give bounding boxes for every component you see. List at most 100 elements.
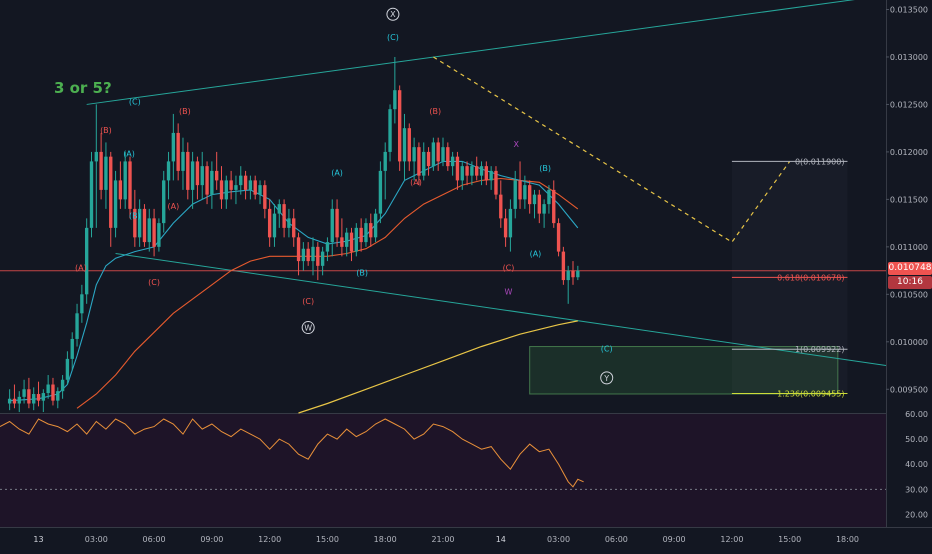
candle-body [335,208,339,238]
candle-bullish [239,166,243,195]
trendline-1 [86,0,855,105]
wave-label-20: (C) [601,344,613,353]
candle-body [373,213,378,238]
candle-bearish [282,199,286,238]
candle-body [292,218,296,238]
candle-body [60,379,65,392]
circled-wave-label-3: Y [600,371,614,385]
candle-bearish [465,161,469,186]
current-price-label: 0.010748 [888,263,932,273]
candle-body [412,147,416,162]
candle-body [537,194,541,214]
rsi-tick-label: 60.00 [905,410,928,419]
candle-body [263,185,267,209]
candle-bearish [142,204,147,247]
candle-bullish [60,375,65,399]
candle-body [224,180,229,200]
candle-bearish [205,161,209,205]
candle-bearish [527,180,532,214]
candle-bullish [137,199,142,247]
candle-body [282,204,286,228]
wave-label-3: (C) [129,97,141,106]
candle-body [46,384,50,394]
candle-body [446,147,450,167]
candle-bearish [152,208,156,257]
candle-bullish [46,375,50,399]
candle-body [296,237,301,262]
candle-bullish [224,175,229,209]
candle-bullish [566,265,570,304]
candle-body [234,185,238,190]
time-tick-label: 18:00 [836,535,859,544]
candle-body [340,237,344,247]
candle-bullish [89,151,94,238]
candle-body [388,109,392,152]
candle-bearish [219,166,224,209]
time-tick-label: 03:00 [85,535,108,544]
candle-bearish [176,123,180,181]
candle-body [27,389,31,404]
candle-body [499,194,503,219]
candle-body [393,90,397,110]
fib-level-label-2: 0.618(0.010678) [777,273,844,282]
candle-body [267,208,272,238]
candle-body [32,394,36,404]
wave-circle-text: Y [603,374,609,383]
candle-body [571,270,575,278]
candle-body [56,391,60,401]
wave-label-1: (B) [100,126,112,135]
wave-label-14: (A) [410,178,422,187]
candle-body [65,358,70,380]
candle-body [219,180,224,200]
candle-body [349,232,354,252]
candle-body [162,180,166,224]
candle-bearish [499,180,503,228]
candle-bullish [576,265,580,281]
candle-bearish [446,142,450,171]
candle-bullish [84,218,89,304]
candle-body [359,227,363,243]
candle-bullish [532,189,537,219]
candle-bullish [373,208,378,243]
candle-bullish [523,175,527,209]
candle-body [364,223,368,243]
candle-body [311,246,315,262]
candle-body [287,218,291,228]
candle-bearish [267,199,272,247]
candle-body [190,161,195,190]
candle-bullish [320,246,325,276]
candle-bullish [287,208,291,238]
candle-bullish [70,332,74,371]
candle-bearish [133,189,137,247]
wave-label-15: (C) [503,264,515,273]
candle-bullish [123,151,127,209]
candle-bearish [455,151,460,190]
candle-body [330,208,334,243]
candle-body [113,180,118,228]
candle-bearish [296,232,301,276]
candle-bearish [316,242,320,281]
candle-body [200,166,204,186]
rsi-tick-label: 40.00 [905,460,928,469]
candle-body [345,232,349,247]
candle-bearish [99,132,103,200]
candle-body [94,151,98,162]
time-tick-label: 06:00 [605,535,628,544]
candle-bearish [118,161,123,209]
candle-body [17,396,21,404]
candle-body [489,170,493,181]
candle-body [301,248,306,262]
candle-body [576,270,580,278]
candle-body [75,313,79,339]
time-tick-label: 21:00 [431,535,454,544]
candle-bearish [292,208,296,247]
candle-body [41,393,46,401]
candle-body [239,175,243,186]
candle-bullish [41,389,46,413]
fib-level-label-4: 1.236(0.009455) [777,390,844,399]
wave-label-16: W [505,287,513,296]
fib-level-label-1: 0(0.011900) [795,157,845,166]
candle-bearish [552,180,556,228]
time-tick-label: 03:00 [547,535,570,544]
projection-dashed-path [433,56,791,243]
